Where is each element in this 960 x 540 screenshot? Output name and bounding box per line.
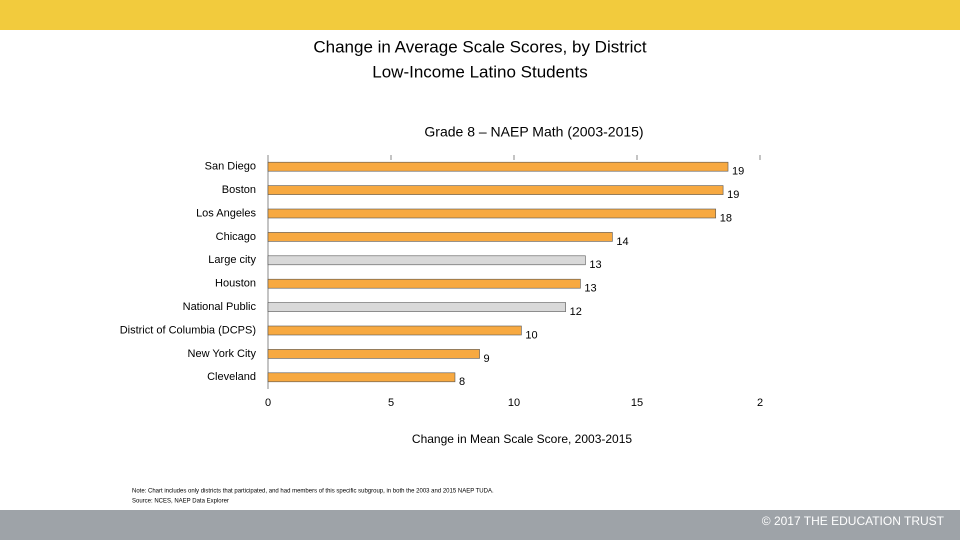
value-label: 13 [589, 259, 601, 271]
top-band [0, 0, 960, 30]
footer: © 2017 THE EDUCATION TRUST [762, 514, 945, 528]
bar [267, 232, 613, 242]
y-tick-label: Boston [222, 184, 256, 196]
bar [267, 185, 724, 195]
y-tick-label: Los Angeles [196, 207, 256, 219]
slide-subtitle: Low-Income Latino Students [372, 62, 587, 81]
y-tick-label: District of Columbia (DCPS) [120, 324, 256, 336]
value-label: 9 [484, 353, 490, 365]
bar [267, 278, 581, 289]
bar [267, 325, 522, 336]
bottom-band [0, 510, 960, 540]
note: Note: Chart includes only districts that… [132, 489, 494, 495]
chart-title: Grade 8 – NAEP Math (2003-2015) [424, 124, 643, 140]
bar [267, 208, 717, 219]
x-tick-label: 0 [265, 397, 271, 409]
value-label: 12 [570, 306, 582, 318]
y-tick-label: Large city [208, 254, 256, 266]
x-tick-label: 5 [388, 397, 394, 409]
source: Source: NCES, NAEP Data Explorer [132, 499, 229, 505]
value-label: 19 [732, 166, 744, 178]
value-label: 19 [727, 189, 739, 201]
x-tick-label: 15 [631, 397, 643, 409]
value-label: 18 [720, 212, 732, 224]
value-label: 13 [584, 283, 596, 295]
bar [267, 255, 586, 266]
y-tick-label: Houston [215, 278, 256, 290]
y-tick-label: Chicago [216, 231, 256, 243]
value-label: 14 [616, 236, 628, 248]
bar [267, 372, 456, 383]
y-tick-label: Cleveland [207, 371, 256, 383]
slide-title: Change in Average Scale Scores, by Distr… [313, 37, 647, 56]
y-tick-label: New York City [188, 348, 257, 360]
x-tick-label: 10 [508, 397, 520, 409]
value-label: 8 [459, 376, 465, 388]
bar [267, 161, 729, 172]
x-tick-label: 2 [757, 397, 763, 409]
y-tick-label: San Diego [205, 161, 256, 173]
x-axis-label: Change in Mean Scale Score, 2003-2015 [412, 432, 632, 446]
bar [267, 349, 480, 359]
bar [267, 302, 566, 312]
y-tick-label: National Public [183, 301, 257, 313]
value-label: 10 [525, 329, 537, 341]
